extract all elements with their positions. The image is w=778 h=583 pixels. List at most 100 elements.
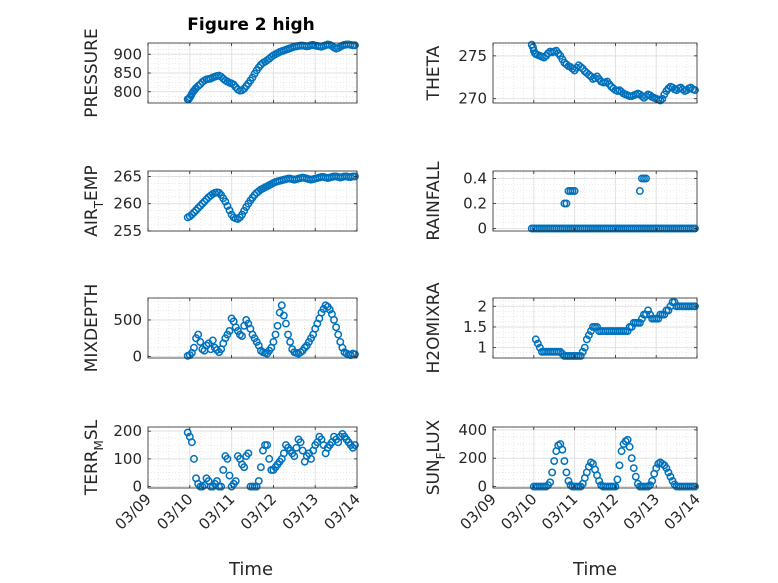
data-point bbox=[635, 318, 644, 327]
data-point bbox=[187, 210, 196, 219]
x-tick-label: 03/11 bbox=[538, 490, 581, 533]
data-point bbox=[296, 438, 305, 447]
y-tick-label: 400 bbox=[458, 421, 487, 439]
data-point bbox=[200, 197, 209, 206]
data-point bbox=[617, 447, 626, 456]
y-tick-label: 100 bbox=[113, 450, 142, 468]
data-point bbox=[560, 457, 569, 465]
axes-box bbox=[492, 426, 698, 489]
data-point bbox=[648, 476, 657, 485]
y-tick-label: 1 bbox=[477, 339, 487, 357]
data-point bbox=[658, 94, 667, 103]
y-tick-label: 0.2 bbox=[463, 195, 487, 213]
data-point bbox=[223, 454, 232, 463]
data-point bbox=[550, 457, 559, 465]
data-point bbox=[580, 343, 589, 352]
x-axis-label-left: Time bbox=[228, 559, 273, 580]
data-point bbox=[637, 314, 646, 323]
data-point bbox=[300, 343, 309, 352]
data-point bbox=[292, 443, 301, 452]
y-tick-label: 0 bbox=[477, 220, 487, 238]
data-point bbox=[691, 224, 699, 233]
y-tick-label: 2 bbox=[477, 297, 487, 315]
data-point bbox=[562, 199, 571, 208]
y-tick-label: 500 bbox=[113, 311, 142, 329]
data-point bbox=[273, 321, 282, 330]
data-point bbox=[284, 330, 292, 339]
x-tick-label: 03/14 bbox=[661, 490, 704, 533]
y-axis-label: TERRMSL bbox=[82, 419, 106, 496]
y-axis-label: THETA bbox=[424, 45, 444, 101]
y-tick-label: 0 bbox=[132, 348, 142, 366]
x-tick-label: 03/12 bbox=[237, 490, 280, 533]
data-point bbox=[254, 477, 263, 486]
data-point bbox=[595, 476, 604, 485]
data-point bbox=[225, 206, 234, 215]
x-tick-label: 03/13 bbox=[279, 490, 322, 533]
data-point bbox=[533, 339, 542, 348]
y-tick-label: 0 bbox=[477, 478, 487, 496]
data-point bbox=[240, 206, 249, 215]
data-point bbox=[190, 454, 198, 463]
data-point bbox=[625, 442, 634, 451]
data-point bbox=[531, 335, 540, 344]
data-point bbox=[194, 330, 203, 339]
data-point bbox=[307, 454, 315, 463]
data-point bbox=[664, 468, 673, 477]
data-point bbox=[194, 204, 203, 213]
axes-box bbox=[492, 297, 698, 359]
data-point bbox=[286, 337, 295, 346]
data-point bbox=[350, 172, 359, 181]
data-point bbox=[629, 464, 638, 473]
y-axis-label: AIRTEMP bbox=[82, 165, 106, 236]
data-point bbox=[196, 337, 205, 346]
data-point bbox=[225, 326, 234, 335]
data-point bbox=[271, 330, 280, 339]
data-point bbox=[263, 441, 272, 449]
y-tick-label: 1.5 bbox=[463, 318, 487, 336]
y-tick-label: 0 bbox=[132, 478, 142, 496]
data-point bbox=[611, 482, 620, 491]
data-point bbox=[593, 323, 601, 331]
data-point bbox=[350, 441, 359, 449]
data-point bbox=[215, 188, 224, 197]
data-point bbox=[644, 306, 652, 315]
figure-title: Figure 2 high bbox=[187, 15, 315, 35]
data-point bbox=[576, 351, 585, 360]
y-tick-label: 275 bbox=[458, 47, 487, 65]
y-axis-label: RAINFALL bbox=[424, 161, 444, 241]
data-point bbox=[217, 482, 226, 491]
data-point bbox=[548, 468, 557, 477]
x-tick-label: 03/14 bbox=[321, 490, 364, 533]
data-point bbox=[627, 454, 636, 463]
data-point bbox=[350, 41, 359, 50]
data-point bbox=[187, 438, 196, 447]
data-point bbox=[219, 466, 228, 474]
subplot-5: 0 500 MIXDEPTH bbox=[82, 284, 359, 373]
data-point bbox=[564, 476, 573, 485]
data-point bbox=[298, 446, 307, 455]
data-point bbox=[556, 347, 565, 356]
data-point bbox=[223, 201, 232, 210]
data-point bbox=[238, 332, 247, 340]
data-point bbox=[576, 63, 585, 71]
data-point bbox=[623, 327, 632, 336]
data-point bbox=[578, 347, 587, 356]
y-axis-label: MIXDEPTH bbox=[82, 284, 102, 373]
data-point bbox=[623, 435, 632, 444]
x-tick-label: 03/12 bbox=[579, 490, 622, 533]
data-point bbox=[660, 310, 669, 319]
data-point bbox=[338, 343, 347, 352]
data-point bbox=[584, 331, 593, 340]
data-point bbox=[586, 327, 595, 336]
data-point bbox=[196, 201, 205, 210]
data-point bbox=[691, 302, 699, 311]
data-point bbox=[221, 197, 230, 206]
x-tick-label: 03/10 bbox=[497, 490, 540, 533]
data-point bbox=[194, 82, 203, 91]
subplot-2: 270 275 THETA bbox=[424, 40, 699, 108]
y-axis-label: H2OMIXRA bbox=[424, 282, 444, 373]
y-axis-label: SUNFLUX bbox=[424, 419, 448, 495]
data-point bbox=[225, 471, 234, 480]
